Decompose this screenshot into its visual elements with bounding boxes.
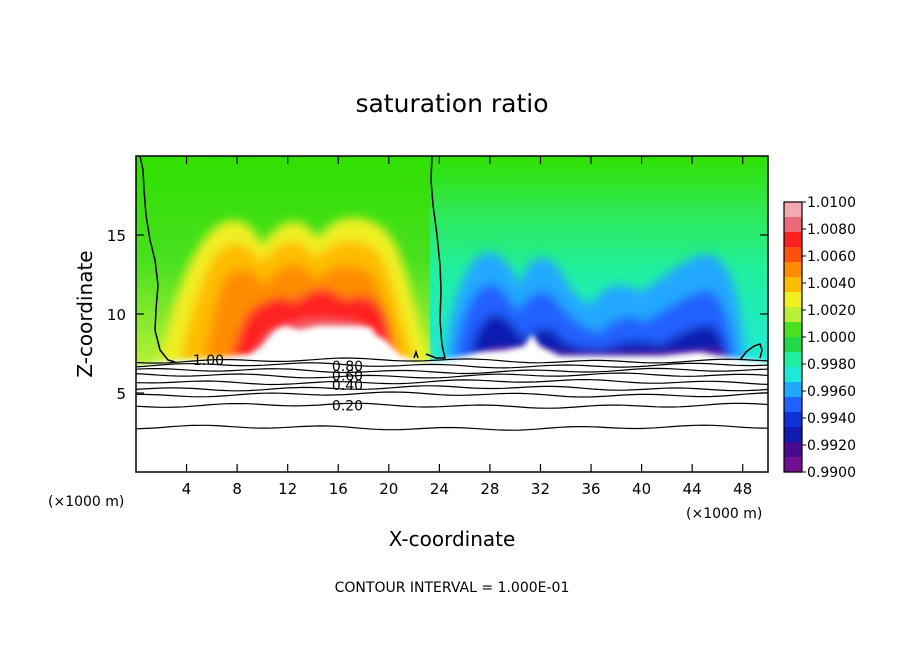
colorbar-swatch <box>784 352 802 368</box>
x-tick-label: 12 <box>278 480 297 498</box>
colorbar-label: 0.9900 <box>807 465 856 481</box>
colorbar-swatch <box>784 442 802 458</box>
colorbar-swatch <box>784 292 802 308</box>
colorbar-swatch <box>784 262 802 278</box>
colorbar-label: 1.0060 <box>807 249 856 265</box>
contour-lines <box>136 357 768 431</box>
colorbar-swatch <box>784 322 802 338</box>
colorbar-label: 1.0020 <box>807 303 856 319</box>
colorbar-swatch <box>784 412 802 428</box>
x-unit-left: (×1000 m) <box>48 494 124 510</box>
colorbar-swatch <box>784 397 802 413</box>
contour-labels: 1.00 0.800.600.40 0.20 <box>193 353 363 415</box>
x-tick-label: 44 <box>683 480 702 498</box>
y-tick-label: 10 <box>107 306 126 324</box>
x-tick-label: 36 <box>581 480 600 498</box>
contour-label: 0.80 <box>332 359 363 375</box>
colorbar-label: 1.0040 <box>807 276 856 292</box>
contour-label: 1.00 <box>193 353 224 369</box>
y-axis-label: Z-coordinate <box>73 250 97 377</box>
colorbar-label: 1.0000 <box>807 330 856 346</box>
contour-left-boundary <box>139 156 176 363</box>
colorbar: 1.0100 1.0080 1.0060 1.0040 1.0020 1.0000 0.99… <box>783 195 856 481</box>
contour-label: 0.20 <box>332 399 363 415</box>
contour-label: 0.60 <box>332 369 363 385</box>
chart-title: saturation ratio <box>355 89 548 118</box>
contour-line <box>136 385 768 392</box>
contour-right-loop <box>739 343 763 361</box>
contour-line <box>136 378 768 386</box>
plot-area <box>136 156 768 472</box>
x-tick-label: 24 <box>430 480 449 498</box>
x-axis-label: X-coordinate <box>389 527 516 551</box>
colorbar-swatch <box>784 367 802 383</box>
contour-small-mark <box>413 349 419 359</box>
colorbar-swatch <box>784 307 802 323</box>
contour-line <box>136 367 768 375</box>
contour-middle-boundary <box>425 156 446 359</box>
colorbar-label: 0.9960 <box>807 384 856 400</box>
colorbar-swatch <box>784 277 802 293</box>
colorbar-label: 0.9940 <box>807 411 856 427</box>
colorbar-label: 0.9920 <box>807 438 856 454</box>
x-tick-label: 20 <box>379 480 398 498</box>
x-tick-label: 8 <box>232 480 242 498</box>
y-tick-label: 15 <box>107 227 126 245</box>
y-tick-label: 5 <box>116 385 126 403</box>
y-axis: 5 10 15 <box>107 227 768 403</box>
colorbar-swatch <box>784 202 802 218</box>
contour-line <box>136 424 768 431</box>
x-tick-label: 32 <box>531 480 550 498</box>
contour-interval-footer: CONTOUR INTERVAL = 1.000E-01 <box>335 580 570 596</box>
x-axis: 4 8 12 16 20 24 28 32 36 40 44 48 <box>182 156 752 498</box>
colorbar-swatch <box>784 457 802 473</box>
x-unit-right: (×1000 m) <box>686 506 762 522</box>
contour-line <box>136 357 768 364</box>
cloud-base-white-region <box>136 326 768 472</box>
x-tick-label: 48 <box>733 480 752 498</box>
colorbar-swatch <box>784 232 802 248</box>
colorbar-label: 1.0080 <box>807 222 856 238</box>
x-tick-label: 4 <box>182 480 192 498</box>
colorbar-swatch <box>784 382 802 398</box>
contour-line <box>136 362 768 369</box>
x-tick-label: 16 <box>329 480 348 498</box>
colorbar-swatch <box>784 337 802 353</box>
colorbar-label: 1.0100 <box>807 195 856 211</box>
contour-line <box>136 402 768 409</box>
colorbar-label: 0.9980 <box>807 357 856 373</box>
colorbar-swatch <box>784 217 802 233</box>
contour-label: 0.40 <box>332 378 363 394</box>
colorbar-swatch <box>784 247 802 263</box>
contour-line <box>136 372 768 379</box>
x-tick-label: 40 <box>632 480 651 498</box>
contour-line <box>136 391 768 398</box>
saturation-boundary-contours <box>139 156 763 363</box>
colorbar-swatch <box>784 427 802 443</box>
x-tick-label: 28 <box>480 480 499 498</box>
